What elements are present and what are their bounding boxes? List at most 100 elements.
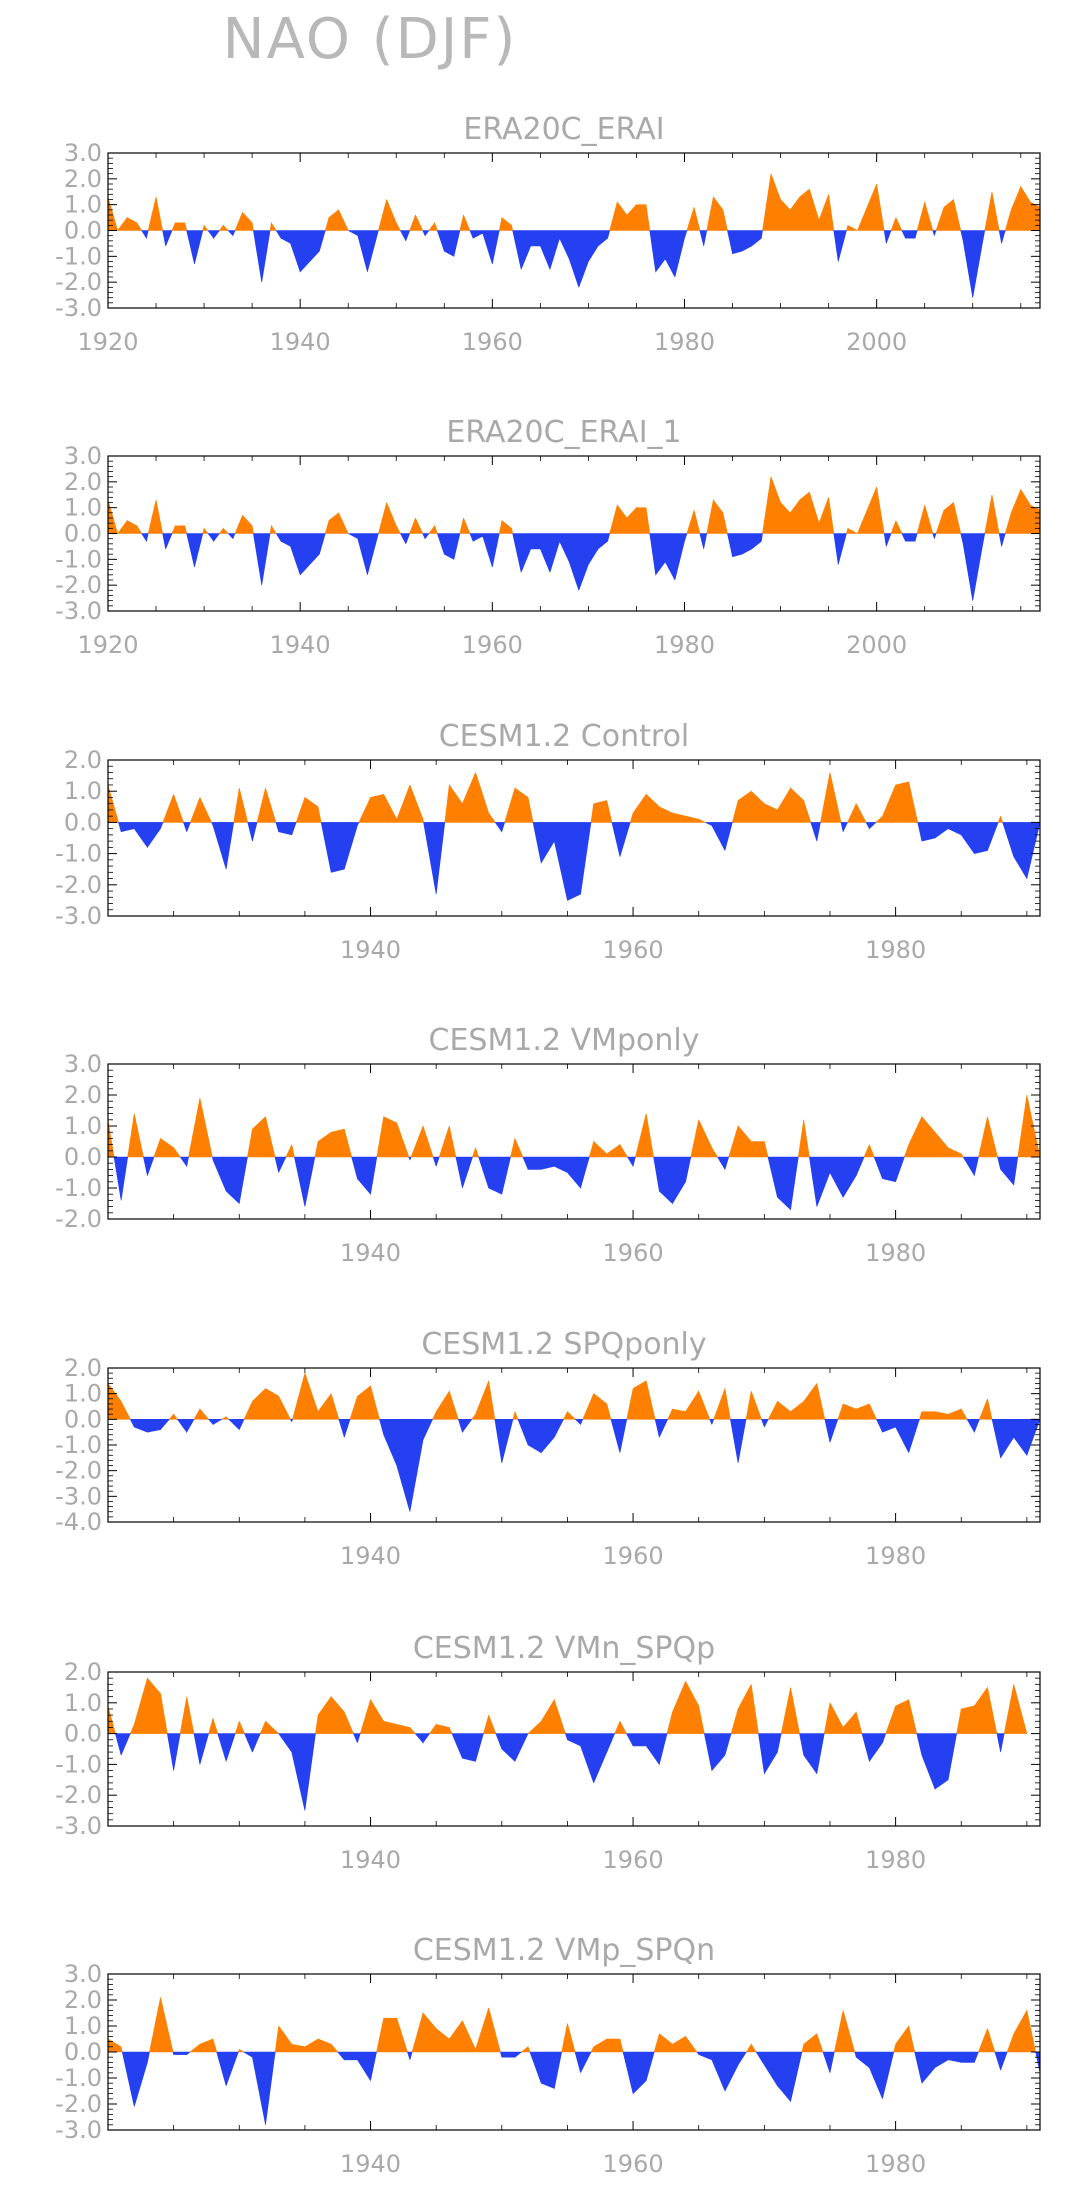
y-tick-label: 1.0: [64, 1689, 102, 1717]
y-tick-label: -3.0: [55, 294, 102, 322]
y-tick-label: 3.0: [64, 1960, 102, 1988]
y-tick-label: -1.0: [55, 2064, 102, 2092]
y-tick-label: -3.0: [55, 2116, 102, 2144]
x-tick-label: 1980: [654, 631, 715, 659]
y-tick-label: 1.0: [64, 1380, 102, 1408]
negative-area: [141, 533, 1006, 601]
nao-panel-7: CESM1.2 VMp_SPQn 3.02.01.00.0-1.0-2.0-3.0…: [55, 1933, 1041, 2178]
nao-panel-5: CESM1.2 SPQponly 2.01.00.0-1.0-2.0-3.0-4.…: [55, 1327, 1041, 1570]
x-tick-label: 1920: [77, 631, 138, 659]
y-tick-label: -2.0: [55, 2090, 102, 2118]
panel-title: ERA20C_ERAI_1: [446, 415, 681, 450]
panel-title: ERA20C_ERAI: [463, 112, 664, 147]
y-tick-label: 0.0: [64, 520, 102, 548]
y-tick-label: -2.0: [55, 571, 102, 599]
y-tick-label: 2.0: [64, 746, 102, 774]
x-tick-label: 1940: [270, 328, 331, 356]
negative-area: [129, 1419, 1041, 1512]
negative-area: [121, 2051, 1041, 2125]
plot-frame: [107, 1063, 1041, 1220]
x-tick-label: 1940: [340, 2150, 401, 2178]
positive-area: [107, 173, 1041, 231]
y-tick-label: -1.0: [55, 1750, 102, 1778]
positive-area: [107, 772, 1004, 823]
y-tick-label: -2.0: [55, 268, 102, 296]
y-tick-label: 1.0: [64, 1112, 102, 1140]
y-tick-label: -1.0: [55, 840, 102, 868]
x-tick-label: 1960: [603, 1846, 664, 1874]
y-tick-label: 0.0: [64, 1720, 102, 1748]
x-tick-label: 2000: [846, 328, 907, 356]
panel-title: CESM1.2 Control: [439, 719, 690, 754]
x-tick-label: 2000: [846, 631, 907, 659]
x-tick-label: 1940: [340, 1542, 401, 1570]
panel-title: CESM1.2 SPQponly: [421, 1327, 706, 1362]
x-tick-label: 1940: [340, 1239, 401, 1267]
x-tick-label: 1960: [603, 1239, 664, 1267]
y-tick-label: 2.0: [64, 468, 102, 496]
x-tick-label: 1980: [654, 328, 715, 356]
y-tick-label: 0.0: [64, 1405, 102, 1433]
nao-panel-4: CESM1.2 VMponly 3.0 2.0 1.0 0.0 -1.0 -2.0 1940 1…: [55, 1023, 1041, 1267]
y-tick-label: -3.0: [55, 597, 102, 625]
y-tick-label: 2.0: [64, 1354, 102, 1382]
x-tick-label: 1960: [462, 631, 523, 659]
positive-area: [107, 476, 1041, 534]
y-tick-label: 1.0: [64, 2012, 102, 2040]
x-tick-label: 1940: [340, 1846, 401, 1874]
y-tick-label: 1.0: [64, 777, 102, 805]
x-tick-label: 1980: [865, 1846, 926, 1874]
y-tick-label: 0.0: [64, 2038, 102, 2066]
x-tick-label: 1960: [603, 2150, 664, 2178]
negative-area: [113, 1156, 1019, 1211]
y-tick-label: -2.0: [55, 1781, 102, 1809]
y-tick-label: -2.0: [55, 871, 102, 899]
y-tick-label: 3.0: [64, 1050, 102, 1078]
negative-area: [118, 822, 1041, 901]
nao-panel-3: CESM1.2 Control 2.0 1.0 0.0 -1.0 -2.0 -3.0 1940…: [55, 719, 1041, 964]
x-tick-label: 1980: [865, 2150, 926, 2178]
positive-area: [107, 1094, 1041, 1158]
x-tick-label: 1940: [270, 631, 331, 659]
y-tick-label: 1.0: [64, 494, 102, 522]
y-tick-label: 0.0: [64, 1143, 102, 1171]
y-tick-label: 0.0: [64, 808, 102, 836]
nao-panel-6: CESM1.2 VMn_SPQp 2.0 1.0 0.0-1.0 -2.0 -3.0 194…: [55, 1631, 1041, 1874]
plot-frame: [107, 1671, 1041, 1827]
x-tick-label: 1960: [603, 1542, 664, 1570]
plot-frame: [107, 759, 1041, 917]
negative-area: [114, 1733, 1005, 1811]
y-tick-label: -3.0: [55, 902, 102, 930]
x-tick-label: 1920: [77, 328, 138, 356]
x-tick-label: 1960: [603, 936, 664, 964]
y-tick-label: -4.0: [55, 1508, 102, 1536]
x-tick-label: 1980: [865, 1542, 926, 1570]
panel-title: CESM1.2 VMp_SPQn: [413, 1933, 715, 1968]
y-tick-label: 0.0: [64, 217, 102, 245]
x-tick-label: 1940: [340, 936, 401, 964]
panel-title: CESM1.2 VMponly: [429, 1023, 700, 1058]
panel-title: CESM1.2 VMn_SPQp: [413, 1631, 715, 1666]
y-tick-label: 2.0: [64, 1658, 102, 1686]
y-tick-label: 3.0: [64, 139, 102, 167]
y-tick-label: -3.0: [55, 1482, 102, 1510]
y-tick-label: -1.0: [55, 545, 102, 573]
y-tick-label: -1.0: [55, 1431, 102, 1459]
x-tick-label: 1980: [865, 936, 926, 964]
positive-area: [107, 1997, 1036, 2053]
y-tick-label: -1.0: [55, 1174, 102, 1202]
y-tick-label: -1.0: [55, 242, 102, 270]
positive-area: [107, 1677, 1028, 1734]
y-tick-label: -2.0: [55, 1457, 102, 1485]
x-tick-label: 1980: [865, 1239, 926, 1267]
y-tick-label: -2.0: [55, 1205, 102, 1233]
nao-panel-2: ERA20C_ERAI_1 3.02.01.00.0-1.0-2.0-3.0 192…: [55, 415, 1041, 659]
positive-area: [107, 1373, 993, 1420]
negative-area: [141, 230, 1006, 298]
y-tick-label: 1.0: [64, 191, 102, 219]
nao-panel-1: ERA20C_ERAI 3.02.01.00.0-1.0-2.0-3.0 1920 1…: [55, 112, 1041, 356]
y-tick-label: 2.0: [64, 165, 102, 193]
x-tick-label: 1960: [462, 328, 523, 356]
plot-frame: [107, 1367, 1041, 1523]
